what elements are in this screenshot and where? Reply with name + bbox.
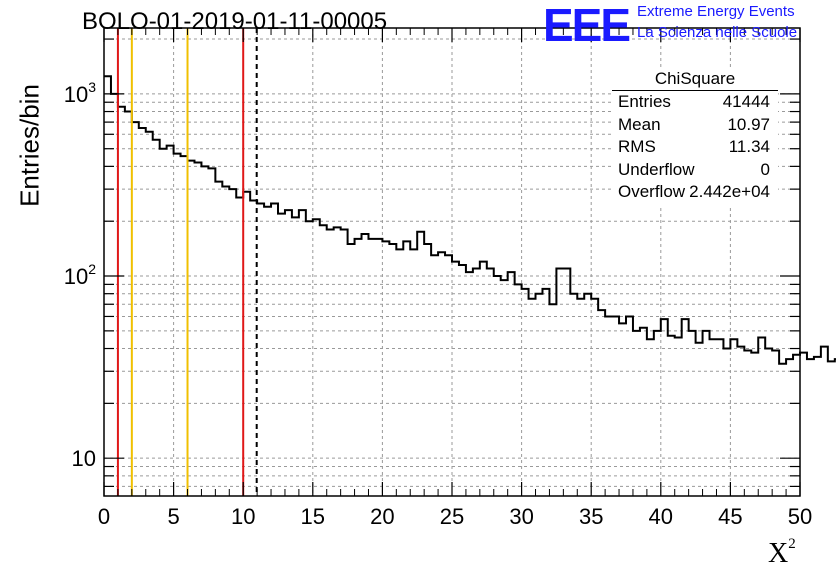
y-tick-label: 103 bbox=[64, 79, 96, 107]
x-tick-label: 20 bbox=[370, 504, 394, 529]
x-tick-label: 50 bbox=[788, 504, 812, 529]
stats-value: 41444 bbox=[722, 92, 770, 111]
stats-box-bg bbox=[612, 68, 778, 208]
x-tick-label: 15 bbox=[301, 504, 325, 529]
stats-row-underflow: Underflow 0 bbox=[612, 159, 778, 182]
stats-title: ChiSquare bbox=[612, 68, 778, 91]
stats-row-overflow: Overflow 2.442e+04 bbox=[612, 181, 778, 204]
stats-key: Overflow bbox=[618, 182, 686, 201]
y-axis-label-wrap: Entries/bin bbox=[8, 84, 48, 207]
stats-value: 2.442e+04 bbox=[689, 182, 770, 201]
y-tick-label: 10 bbox=[72, 446, 96, 471]
stats-key: RMS bbox=[618, 137, 656, 156]
stats-value: 0 bbox=[760, 159, 770, 179]
y-tick-label: 102 bbox=[64, 261, 96, 289]
x-tick-label: 35 bbox=[579, 504, 603, 529]
stats-value: 11.34 bbox=[728, 137, 770, 156]
x-tick-label: 5 bbox=[167, 504, 179, 529]
x-tick-label: 40 bbox=[649, 504, 673, 529]
x-axis-label: X2 bbox=[768, 536, 796, 569]
x-tick-label: 30 bbox=[509, 504, 533, 529]
x-tick-label: 25 bbox=[440, 504, 464, 529]
eee-logo: EEE bbox=[543, 0, 631, 51]
chart-title: BOLO-01-2019-01-11-00005 bbox=[82, 8, 388, 35]
stats-key: Mean bbox=[618, 114, 661, 134]
logo-line-1: Extreme Energy Events bbox=[637, 3, 795, 20]
stats-value: 10.97 bbox=[727, 114, 770, 134]
stats-key: Entries bbox=[618, 92, 671, 111]
histogram-series bbox=[104, 75, 836, 365]
x-tick-label: 45 bbox=[718, 504, 742, 529]
stats-row-mean: Mean 10.97 bbox=[612, 114, 778, 137]
stats-box: ChiSquare Entries 41444 Mean 10.97 RMS 11.3… bbox=[612, 68, 778, 204]
stats-key: Underflow bbox=[618, 159, 695, 179]
logo-line-2: La Scienza nelle Scuole bbox=[637, 24, 798, 41]
x-tick-label: 10 bbox=[231, 504, 255, 529]
y-axis-label: Entries/bin bbox=[14, 84, 45, 207]
x-tick-label: 0 bbox=[98, 504, 110, 529]
stats-row-rms: RMS 11.34 bbox=[612, 136, 778, 159]
stats-row-entries: Entries 41444 bbox=[612, 91, 778, 114]
